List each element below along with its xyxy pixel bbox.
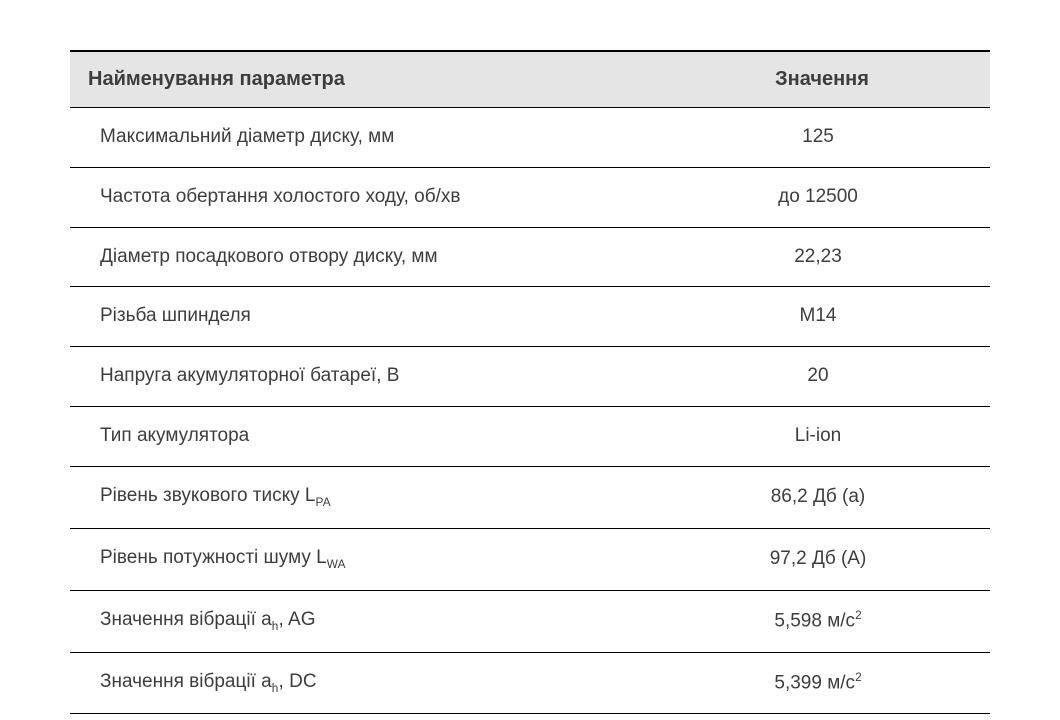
cell-value: 20 (654, 347, 990, 407)
cell-name: Напруга акумуляторної батареї, В (70, 347, 654, 407)
cell-value: 5,598 м/с2 (654, 590, 990, 652)
table-row: Максимальний діаметр диску, мм 125 (70, 108, 990, 168)
table-row: Значення вібрації ah, DC 5,399 м/с2 (70, 652, 990, 714)
cell-value: 125 (654, 108, 990, 168)
table-row: Значення вібрації ah, AG 5,598 м/с2 (70, 590, 990, 652)
table-row: Діаметр посадкового отвору диску, мм 22,… (70, 227, 990, 287)
cell-value: М14 (654, 287, 990, 347)
table-row: Частота обертання холостого ходу, об/хв … (70, 167, 990, 227)
table-row: Різьба шпинделя М14 (70, 287, 990, 347)
col-header-value: Значення (654, 51, 990, 108)
cell-name: Максимальний діаметр диску, мм (70, 108, 654, 168)
table-row: Напруга акумуляторної батареї, В 20 (70, 347, 990, 407)
col-header-name: Найменування параметра (70, 51, 654, 108)
table-row: Тип акумулятора Li-ion (70, 406, 990, 466)
cell-name: Частота обертання холостого ходу, об/хв (70, 167, 654, 227)
cell-name: Значення вібрації ah, DC (70, 652, 654, 714)
table-body: Максимальний діаметр диску, мм 125 Часто… (70, 108, 990, 714)
table-row: Рівень звукового тиску LPA 86,2 Дб (а) (70, 466, 990, 528)
cell-value: 22,23 (654, 227, 990, 287)
cell-name: Рівень звукового тиску LPA (70, 466, 654, 528)
cell-name: Різьба шпинделя (70, 287, 654, 347)
table-header-row: Найменування параметра Значення (70, 51, 990, 108)
spec-table: Найменування параметра Значення Максимал… (70, 50, 990, 714)
cell-value: до 12500 (654, 167, 990, 227)
cell-name: Значення вібрації ah, AG (70, 590, 654, 652)
table-row: Рівень потужності шуму LWA 97,2 Дб (А) (70, 528, 990, 590)
cell-value: 5,399 м/с2 (654, 652, 990, 714)
cell-name: Тип акумулятора (70, 406, 654, 466)
page: Найменування параметра Значення Максимал… (0, 0, 1060, 720)
cell-name: Рівень потужності шуму LWA (70, 528, 654, 590)
cell-name: Діаметр посадкового отвору диску, мм (70, 227, 654, 287)
cell-value: 97,2 Дб (А) (654, 528, 990, 590)
cell-value: 86,2 Дб (а) (654, 466, 990, 528)
cell-value: Li-ion (654, 406, 990, 466)
